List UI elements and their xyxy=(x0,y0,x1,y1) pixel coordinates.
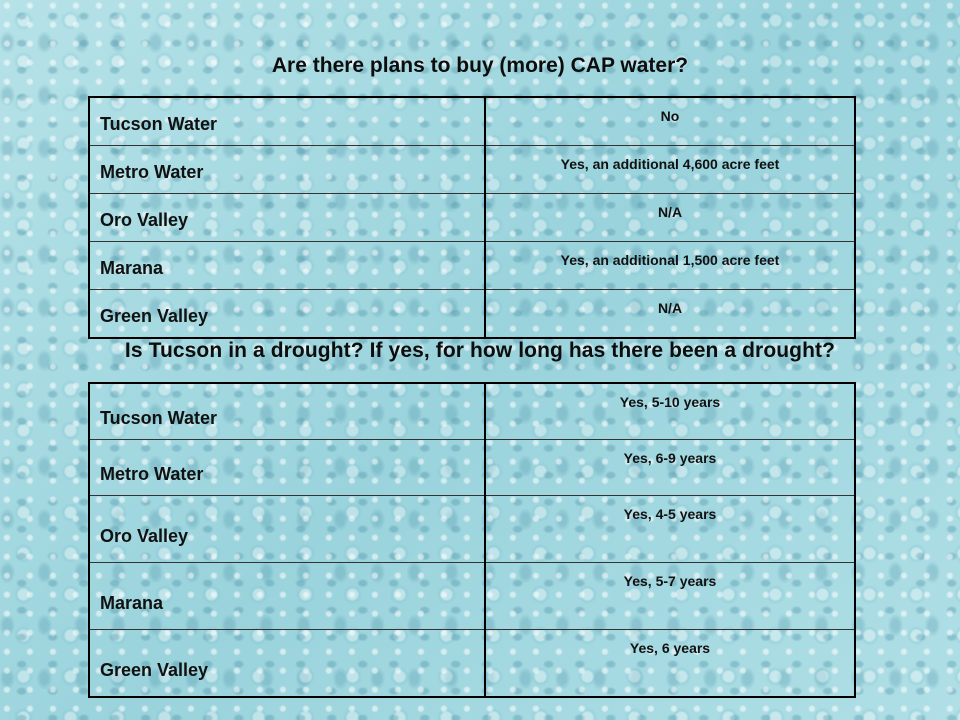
answer-cell: Yes, 6-9 years xyxy=(485,439,855,496)
utility-name: Metro Water xyxy=(89,145,486,194)
table-row: Marana Yes, 5-7 years xyxy=(89,562,855,630)
answer-cell: No xyxy=(485,96,855,146)
drought-heading: Is Tucson in a drought? If yes, for how … xyxy=(124,339,836,362)
utility-name: Metro Water xyxy=(89,439,486,496)
utility-name: Green Valley xyxy=(89,289,486,339)
answer-cell: Yes, 4-5 years xyxy=(485,495,855,563)
answer-cell: Yes, an additional 1,500 acre feet xyxy=(485,241,855,290)
answer-cell: N/A xyxy=(485,193,855,242)
answer-cell: Yes, 5-10 years xyxy=(485,382,855,440)
answer-cell: N/A xyxy=(485,289,855,339)
table-row: Metro Water Yes, an additional 4,600 acr… xyxy=(89,145,855,194)
utility-name: Green Valley xyxy=(89,629,486,698)
table-row: Green Valley N/A xyxy=(89,289,855,339)
table-row: Marana Yes, an additional 1,500 acre fee… xyxy=(89,241,855,290)
utility-name: Marana xyxy=(89,562,486,630)
table-row: Metro Water Yes, 6-9 years xyxy=(89,439,855,496)
table-row: Oro Valley N/A xyxy=(89,193,855,242)
cap-water-heading: Are there plans to buy (more) CAP water? xyxy=(271,54,689,77)
cap-water-table: Tucson Water No Metro Water Yes, an addi… xyxy=(88,96,856,339)
utility-name: Oro Valley xyxy=(89,495,486,563)
answer-cell: Yes, an additional 4,600 acre feet xyxy=(485,145,855,194)
table-row: Oro Valley Yes, 4-5 years xyxy=(89,495,855,563)
utility-name: Marana xyxy=(89,241,486,290)
utility-name: Tucson Water xyxy=(89,382,486,440)
table-row: Green Valley Yes, 6 years xyxy=(89,629,855,698)
answer-cell: Yes, 6 years xyxy=(485,629,855,698)
drought-table: Tucson Water Yes, 5-10 years Metro Water… xyxy=(88,382,856,698)
table-row: Tucson Water No xyxy=(89,96,855,146)
table-row: Tucson Water Yes, 5-10 years xyxy=(89,382,855,440)
utility-name: Oro Valley xyxy=(89,193,486,242)
answer-cell: Yes, 5-7 years xyxy=(485,562,855,630)
utility-name: Tucson Water xyxy=(89,96,486,146)
